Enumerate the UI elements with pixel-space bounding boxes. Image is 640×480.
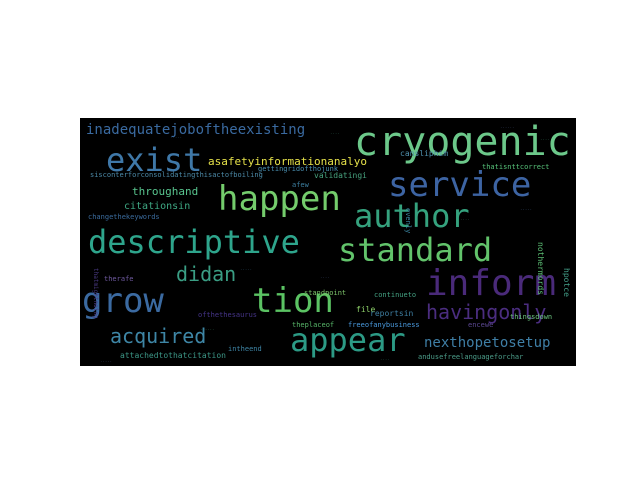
word-cloud-word: tion [252,281,334,321]
word-cloud-word: attachedtothatcitation [120,351,226,360]
word-cloud-word: cansliphim [400,149,449,158]
word-cloud-word: exist [106,141,203,179]
word-cloud-word: service [388,165,532,205]
word-cloud-word: grow [82,281,164,321]
word-cloud-word: sisconterforconsolidatingthisactofboilin… [90,171,263,179]
word-cloud-word: thingsdown [510,313,553,321]
word-cloud-word: evenly [404,208,412,234]
word-cloud-word: gettingridofthojunk [258,165,339,173]
word-cloud-word: havingonly [426,300,547,324]
word-cloud-word: cryogenic [354,119,571,165]
word-cloud-word: validatingi [314,171,367,180]
word-cloud-word: thatmightnoing [92,268,99,319]
word-cloud-word: ofthethesaurus [198,311,258,319]
word-cloud-word: standpoint [304,289,347,297]
word-cloud-word: throughand [132,185,199,198]
word-cloud-word: nexthopetosetup [424,335,551,351]
word-cloud-word: nothermords [536,242,545,295]
word-cloud-word: therafe [104,275,134,283]
word-cloud-word: changethekeywords [88,213,160,221]
word-cloud-word: hpotce [562,268,571,297]
word-cloud-word: asafetyinformationanalyo [208,155,367,168]
word-cloud-word: inadequatejoboftheexisting [86,122,306,138]
word-cloud-word: encewe [468,321,494,329]
word-cloud-word: happen [218,179,341,219]
word-cloud-word: andusefreelanguageforchar [418,353,524,361]
word-cloud-word: author [354,197,470,235]
word-cloud-word: descriptive [88,223,300,261]
word-cloud-word: continueto [374,291,417,299]
word-cloud: cryogenic exist service happen author de… [80,118,576,366]
word-cloud-word: acquired [110,324,207,348]
word-cloud-word: intheend [228,345,262,353]
word-cloud-word: afew [292,181,309,189]
word-cloud-word: reportsin [370,309,414,318]
word-cloud-word: citationsin [124,201,191,212]
word-cloud-word: inform [426,263,557,304]
word-cloud-word: standard [338,231,493,269]
word-cloud-word: thatisnttcorrect [482,163,550,171]
word-cloud-word: file [356,305,376,314]
word-cloud-word: didan [176,262,237,286]
word-cloud-word: appear [290,321,406,359]
word-cloud-word: theplaceof [292,321,335,329]
word-cloud-word: freeofanybusiness [348,321,420,329]
